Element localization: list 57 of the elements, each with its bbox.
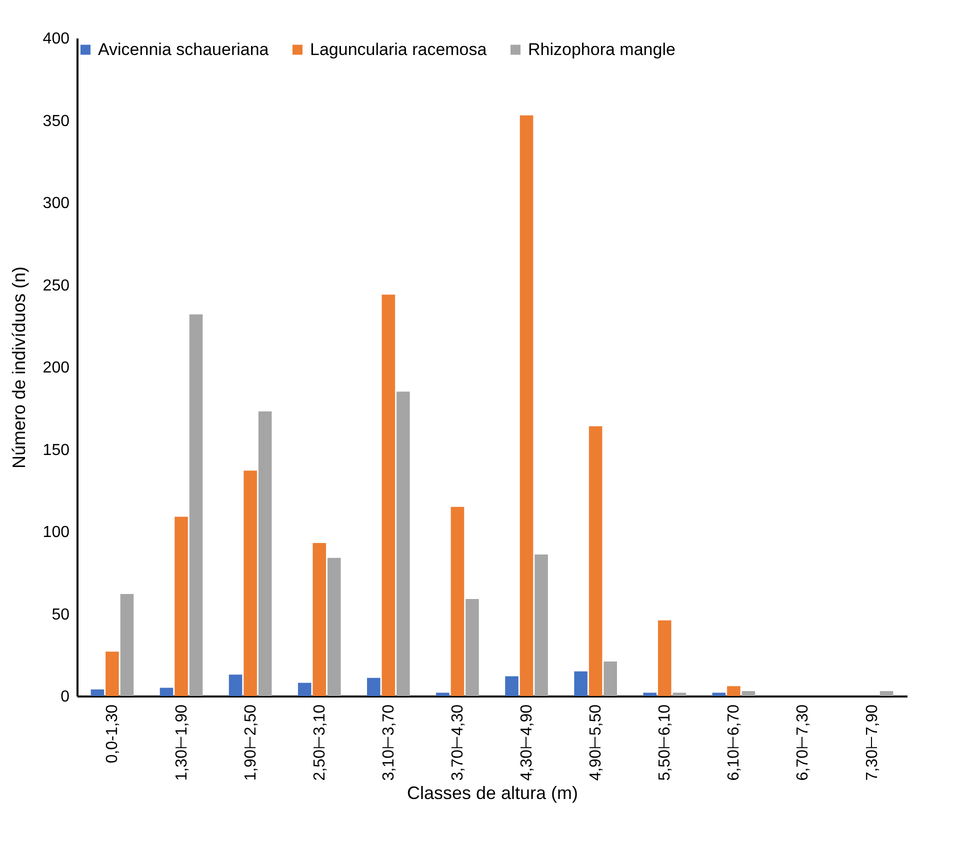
bar bbox=[712, 692, 726, 696]
x-tick-label: 6,10⊢6,70 bbox=[726, 704, 743, 781]
x-tick-label: 4,30⊢4,90 bbox=[518, 704, 536, 781]
bar bbox=[436, 692, 450, 696]
bar bbox=[520, 115, 534, 696]
bar bbox=[120, 594, 134, 696]
x-tick-label: 5,50⊢6,10 bbox=[656, 704, 674, 781]
y-tick-label: 200 bbox=[42, 360, 70, 376]
x-tick-label: 4,90⊢5,50 bbox=[588, 704, 605, 781]
bar bbox=[574, 671, 588, 696]
bar bbox=[880, 691, 894, 696]
bar bbox=[382, 294, 396, 696]
bar bbox=[396, 392, 410, 696]
bar bbox=[727, 686, 740, 696]
bar bbox=[588, 426, 602, 696]
bar bbox=[367, 678, 380, 696]
legend-label: Laguncularia racemosa bbox=[310, 40, 488, 59]
legend-label: Avicennia schaueriana bbox=[98, 40, 270, 59]
bar bbox=[312, 543, 326, 696]
x-tick-label: 1,90⊢2,50 bbox=[242, 704, 260, 781]
y-tick-label: 150 bbox=[42, 442, 70, 459]
bar bbox=[327, 558, 341, 696]
bar bbox=[672, 692, 686, 696]
bar bbox=[450, 506, 464, 696]
bar bbox=[244, 470, 257, 696]
y-tick-label: 100 bbox=[42, 524, 70, 541]
bar bbox=[90, 689, 104, 696]
x-tick-label: 6,70⊢7,30 bbox=[794, 704, 812, 781]
bar bbox=[298, 682, 312, 696]
bar bbox=[174, 516, 188, 696]
y-tick-label: 250 bbox=[42, 277, 70, 294]
bar bbox=[643, 692, 657, 696]
bar bbox=[160, 688, 174, 696]
legend-label: Rhizophora mangle bbox=[528, 40, 676, 59]
bar bbox=[189, 314, 203, 696]
x-tick-label: 1,30⊢1,90 bbox=[173, 704, 190, 781]
bar bbox=[106, 652, 119, 696]
bar bbox=[466, 598, 479, 696]
bar bbox=[505, 676, 518, 696]
bar bbox=[658, 620, 672, 696]
bar bbox=[742, 691, 756, 696]
x-tick-label: 0,0-1,30 bbox=[104, 704, 122, 764]
x-tick-label: 7,30⊢7,90 bbox=[864, 704, 881, 781]
y-tick-label: 50 bbox=[52, 606, 70, 624]
y-tick-label: 400 bbox=[42, 30, 70, 48]
bar bbox=[604, 661, 617, 696]
x-tick-label: 3,10⊢3,70 bbox=[380, 704, 398, 781]
x-tick-label: 3,70⊢4,30 bbox=[449, 704, 466, 781]
bar bbox=[258, 411, 272, 696]
x-axis-title: Classes de altura (m) bbox=[406, 782, 578, 803]
y-axis-title: Número de indivíduos (n) bbox=[8, 266, 29, 469]
y-tick-label: 300 bbox=[42, 195, 70, 212]
bar bbox=[534, 554, 548, 696]
bar bbox=[228, 674, 242, 696]
x-tick-label: 2,50⊢3,10 bbox=[311, 704, 328, 781]
y-tick-label: 350 bbox=[42, 112, 70, 130]
y-tick-label: 0 bbox=[60, 688, 70, 706]
